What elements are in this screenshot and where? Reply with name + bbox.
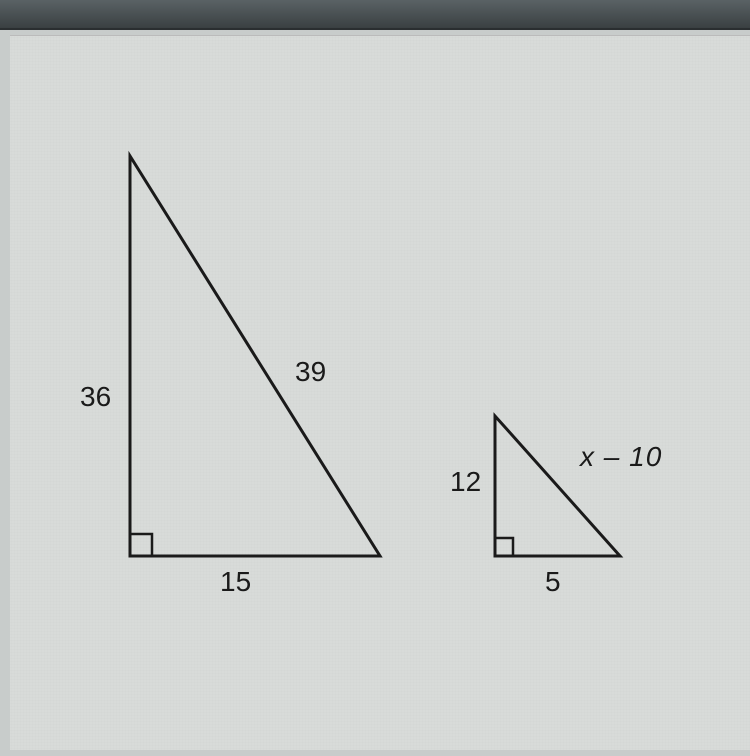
large-bottom-leg-label: 15 [220, 566, 251, 598]
triangles-svg [10, 36, 750, 756]
small-hypotenuse-label: x – 10 [580, 441, 662, 473]
large-right-angle-marker [130, 534, 152, 556]
large-hypotenuse-label: 39 [295, 356, 326, 388]
diagram-canvas: 36 39 15 12 x – 10 5 [10, 35, 750, 750]
small-left-leg-label: 12 [450, 466, 481, 498]
small-right-angle-marker [495, 538, 513, 556]
large-left-leg-label: 36 [80, 381, 111, 413]
large-triangle [130, 156, 380, 556]
window-title-bar [0, 0, 750, 30]
small-triangle [495, 416, 620, 556]
small-bottom-leg-label: 5 [545, 566, 561, 598]
